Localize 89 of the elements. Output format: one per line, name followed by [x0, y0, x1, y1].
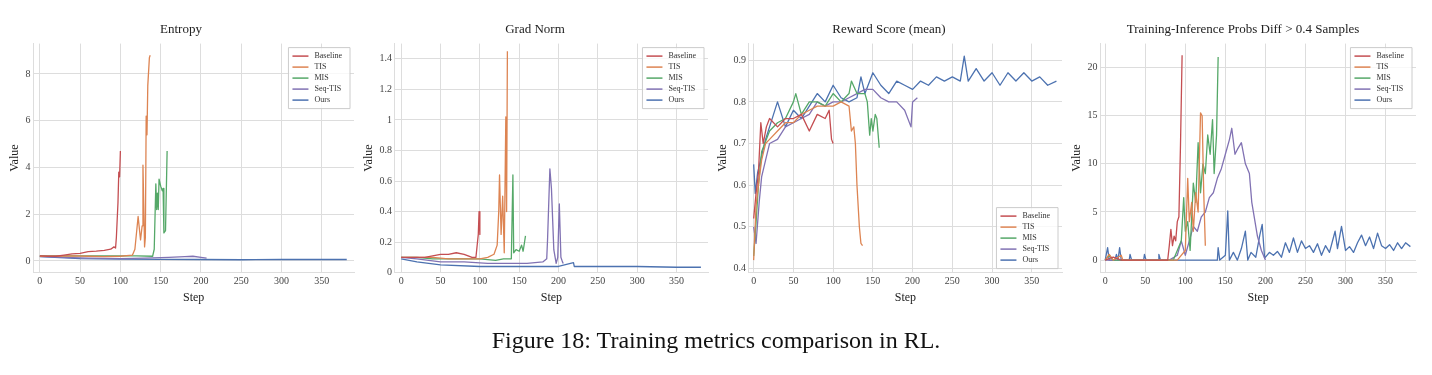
y-tick-label: 0.7: [733, 137, 746, 149]
chart-title: Entropy: [160, 21, 203, 37]
x-tick-label: 350: [1378, 275, 1394, 287]
y-tick-label: 0.4: [733, 262, 746, 274]
x-tick-label: 150: [153, 275, 169, 287]
x-tick-label: 250: [944, 275, 960, 287]
legend-label: TIS: [668, 62, 681, 72]
y-tick-label: 10: [1087, 157, 1098, 169]
y-tick-label: 0: [1092, 253, 1098, 265]
x-tick-label: 300: [1338, 275, 1354, 287]
y-tick-label: 0.4: [379, 205, 392, 217]
x-tick-label: 50: [788, 275, 799, 287]
x-tick-label: 0: [37, 275, 43, 287]
x-tick-label: 350: [669, 275, 685, 287]
x-tick-label: 100: [825, 275, 841, 287]
legend-label: Seq-TIS: [1022, 244, 1050, 254]
x-tick-label: 200: [193, 275, 209, 287]
y-tick-label: 1.2: [379, 83, 392, 95]
x-tick-label: 350: [1024, 275, 1040, 287]
x-tick-label: 250: [233, 275, 249, 287]
y-tick-label: 0.8: [379, 144, 392, 156]
chart-title: Grad Norm: [505, 21, 565, 37]
y-tick-label: 5: [1092, 205, 1098, 217]
x-tick-label: 200: [1257, 275, 1273, 287]
legend-label: Baseline: [1376, 51, 1405, 61]
x-tick-label: 150: [511, 275, 527, 287]
x-tick-label: 350: [314, 275, 330, 287]
y-tick-label: 0.5: [733, 220, 746, 232]
x-tick-label: 50: [75, 275, 86, 287]
x-tick-label: 150: [865, 275, 881, 287]
legend-label: Ours: [1022, 255, 1039, 265]
x-tick-label: 200: [905, 275, 921, 287]
y-tick-label: 0.6: [379, 174, 392, 186]
caption: Figure 18: Training metrics comparison in RL.: [490, 327, 942, 354]
legend-label: Seq-TIS: [1376, 84, 1404, 94]
chart-title: Reward Score (mean): [832, 21, 946, 37]
legend-label: TIS: [1022, 222, 1035, 232]
legend-label: Ours: [668, 95, 685, 105]
legend-label: Ours: [314, 95, 331, 105]
legend-label: Ours: [1376, 95, 1393, 105]
x-tick-label: 250: [590, 275, 606, 287]
y-tick-label: 1: [386, 113, 392, 125]
legend-label: Baseline: [314, 51, 343, 61]
y-tick-label: 0: [25, 254, 31, 266]
legend-label: MIS: [1376, 73, 1391, 83]
y-axis-title: Value: [361, 144, 376, 172]
y-axis-title: Value: [7, 144, 22, 172]
x-axis-title: Step: [1247, 289, 1269, 304]
legend-label: TIS: [314, 62, 327, 72]
y-axis-title: Value: [715, 144, 730, 172]
x-tick-label: 0: [751, 275, 757, 287]
x-tick-label: 0: [398, 275, 404, 287]
x-axis-title: Step: [183, 289, 205, 304]
x-tick-label: 200: [551, 275, 567, 287]
y-tick-label: 20: [1087, 61, 1098, 73]
x-tick-label: 0: [1102, 275, 1108, 287]
y-tick-label: 0.2: [379, 235, 392, 247]
legend-label: MIS: [1022, 233, 1037, 243]
x-tick-label: 300: [984, 275, 1000, 287]
legend-label: TIS: [1376, 62, 1389, 72]
chart-title: Training-Inference Probs Diff > 0.4 Samples: [1126, 21, 1360, 37]
legend-label: Seq-TIS: [314, 84, 342, 94]
x-tick-label: 150: [1217, 275, 1233, 287]
x-tick-label: 250: [1297, 275, 1313, 287]
legend-label: Baseline: [668, 51, 697, 61]
y-tick-label: 8: [25, 67, 31, 79]
y-tick-label: 1.4: [379, 52, 392, 64]
x-axis-title: Step: [894, 289, 917, 304]
legend-label: Baseline: [1022, 211, 1051, 221]
x-tick-label: 100: [472, 275, 488, 287]
x-tick-label: 100: [1177, 275, 1193, 287]
y-tick-label: 15: [1087, 109, 1098, 121]
y-tick-label: 4: [25, 161, 31, 173]
x-tick-label: 50: [1140, 275, 1151, 287]
y-axis-title: Value: [1069, 144, 1084, 172]
x-axis-title: Step: [540, 289, 563, 304]
x-tick-label: 300: [274, 275, 289, 287]
x-tick-label: 300: [629, 275, 645, 287]
legend-label: MIS: [314, 73, 329, 83]
x-tick-label: 100: [112, 275, 128, 287]
y-tick-label: 0.9: [733, 53, 746, 65]
y-tick-label: 6: [25, 114, 31, 126]
y-tick-label: 0.8: [733, 95, 746, 107]
x-tick-label: 50: [435, 275, 446, 287]
y-tick-label: 0.6: [733, 178, 746, 190]
y-tick-label: 2: [25, 207, 31, 219]
legend-label: MIS: [668, 73, 683, 83]
y-tick-label: 0: [386, 266, 392, 278]
legend-label: Seq-TIS: [668, 84, 696, 94]
